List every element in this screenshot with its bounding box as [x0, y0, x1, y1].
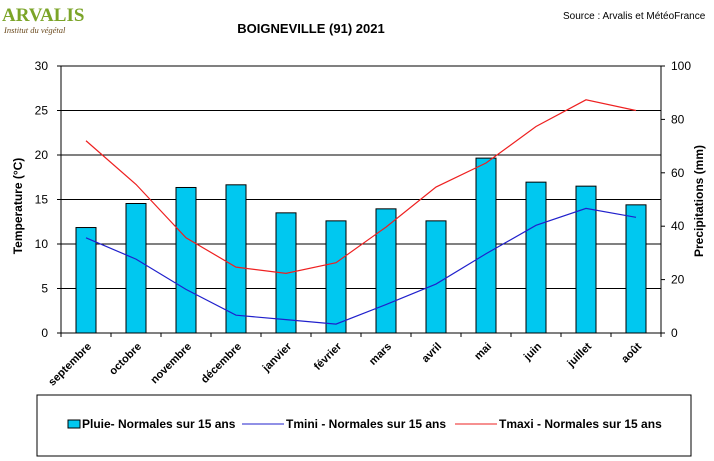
source-note: Source : Arvalis et MétéoFrance [563, 11, 706, 22]
legend-label-tmini: Tmini - Normales sur 15 ans [286, 417, 446, 431]
logo-text: ARVALIS [2, 5, 84, 26]
line-tmaxi [85, 99, 637, 274]
x-tick-label: avril [420, 341, 444, 365]
x-tick-label: juillet [565, 340, 595, 370]
bar-pluie [125, 203, 147, 334]
y-left-tick-label: 30 [35, 59, 49, 73]
y-right-tick-label: 40 [671, 219, 685, 233]
x-tick-label: novembre [148, 341, 194, 387]
chart-title: BOIGNEVILLE (91) 2021 [237, 21, 384, 36]
bar-pluie [325, 220, 347, 334]
bar-pluie [75, 227, 97, 334]
legend-label-pluie: Pluie- Normales sur 15 ans [82, 417, 236, 431]
y-right-tick-label: 20 [671, 273, 685, 287]
y-left-label: Temperature (°C) [11, 158, 25, 255]
legend-box [36, 394, 692, 457]
x-axis: septembre octobre novembre décembre janvier f… [46, 333, 662, 389]
bar-pluie [475, 157, 497, 334]
x-tick-label: octobre [107, 341, 144, 378]
y-left-tick-label: 25 [35, 104, 49, 118]
bar-pluie [225, 184, 247, 334]
bar-pluie [425, 220, 447, 334]
y-right-label: Precipitations (mm) [692, 145, 706, 257]
left-axis: 0 5 10 15 20 25 30 [35, 59, 61, 340]
x-tick-label: août [619, 340, 644, 365]
y-right-tick-label: 100 [671, 59, 691, 73]
bar-pluie [175, 186, 197, 334]
bar-pluie [575, 185, 597, 334]
y-left-tick-label: 10 [35, 237, 49, 251]
y-left-tick-label: 20 [35, 148, 49, 162]
x-tick-label: septembre [46, 341, 94, 389]
legend: Pluie- Normales sur 15 ans Tmini - Norma… [36, 394, 692, 457]
y-right-tick-label: 80 [671, 112, 685, 126]
x-tick-label: décembre [199, 341, 244, 386]
y-left-tick-label: 0 [41, 326, 48, 340]
y-right-tick-label: 0 [671, 326, 678, 340]
x-tick-label: mars [367, 341, 394, 368]
legend-swatch-pluie [67, 419, 81, 429]
x-tick-label: février [312, 340, 345, 373]
x-tick-label: juin [521, 340, 544, 363]
y-left-tick-label: 15 [35, 193, 49, 207]
x-tick-label: mai [472, 341, 494, 363]
line-tmini [85, 207, 637, 325]
temperature-lines [85, 99, 637, 325]
precipitation-bars [75, 157, 647, 334]
bar-pluie [525, 181, 547, 334]
gridlines [61, 65, 661, 289]
right-axis: 0 20 40 60 80 100 [661, 59, 691, 340]
y-right-tick-label: 60 [671, 166, 685, 180]
arvalis-logo: ARVALIS Institut du végétal [2, 5, 84, 35]
legend-label-tmaxi: Tmaxi - Normales sur 15 ans [499, 417, 662, 431]
y-left-tick-label: 5 [41, 282, 48, 296]
logo-subtitle: Institut du végétal [3, 25, 66, 35]
x-tick-label: janvier [260, 340, 295, 375]
bar-pluie [625, 204, 647, 334]
